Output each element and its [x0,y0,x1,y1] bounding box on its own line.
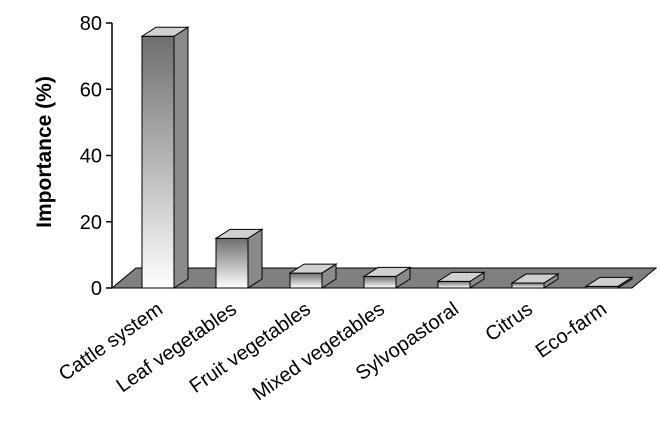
y-tick-label: 40 [80,146,102,168]
bar [362,266,412,289]
bar-front [511,282,545,289]
y-axis-title: Importance (%) [33,76,56,228]
bar-side [173,26,189,289]
bar-top [362,266,412,277]
bar-top [584,276,634,287]
y-tick-label: 60 [80,79,102,101]
bar [214,228,264,289]
bar [436,271,486,289]
x-category-label: Eco-farm [532,298,611,363]
bar-top [510,273,560,284]
x-category-label: Citrus [481,298,536,346]
y-tick-label: 80 [80,13,102,35]
bar-top [140,26,190,37]
bar-top [288,263,338,274]
bar-top [436,271,486,282]
x-category-label: Fruit vegetables [186,298,315,398]
bar-front [215,237,249,289]
bar-front [437,280,471,289]
bar [140,26,190,289]
bar-front [363,275,397,289]
bar [510,273,560,289]
bar-front [141,35,175,289]
bar [584,276,634,289]
y-tick-label: 0 [91,278,102,300]
bar [288,263,338,289]
bar-top [214,228,264,239]
bar-side [247,228,263,289]
bar-front [289,272,323,289]
y-tick-label: 20 [80,212,102,234]
x-category-label: Mixed vegetables [249,298,389,405]
